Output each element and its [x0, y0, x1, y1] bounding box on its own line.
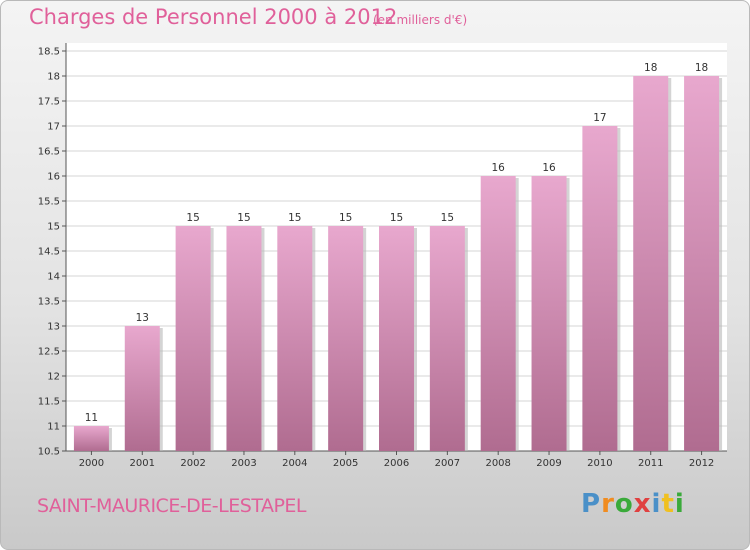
- y-tick-label: 17.5: [38, 97, 60, 108]
- bar: [684, 76, 720, 451]
- logo-letter: r: [601, 489, 615, 519]
- y-tick-label: 11.5: [38, 397, 60, 408]
- y-tick-label: 10.5: [38, 447, 60, 458]
- x-tick-label: 2002: [180, 458, 205, 469]
- data-label: 16: [492, 162, 506, 174]
- y-tick-label: 16.5: [38, 147, 60, 158]
- chart-unit: (en milliers d'€): [373, 13, 468, 27]
- data-labels: 11 13 15 15 15 15 15 15 16 16 17 18 18: [85, 62, 709, 424]
- x-tick-label: 2005: [333, 458, 358, 469]
- bar: [277, 226, 313, 451]
- bar: [175, 226, 211, 451]
- bar: [582, 126, 618, 451]
- y-tick-label: 12: [47, 372, 60, 383]
- data-label: 11: [85, 412, 98, 424]
- data-label: 17: [593, 112, 606, 124]
- data-label: 15: [237, 212, 250, 224]
- data-label: 15: [186, 212, 199, 224]
- x-tick-label: 2001: [130, 458, 155, 469]
- bar: [531, 176, 567, 451]
- bar: [429, 226, 465, 451]
- proxiti-logo[interactable]: Proxiti: [581, 489, 685, 519]
- logo-letter: i: [674, 489, 685, 519]
- data-label: 13: [136, 312, 149, 324]
- x-tick-label: 2004: [282, 458, 307, 469]
- bar: [226, 226, 262, 451]
- x-tick-label: 2007: [435, 458, 460, 469]
- x-tick-label: 2009: [536, 458, 561, 469]
- data-label: 15: [441, 212, 454, 224]
- y-tick-label: 18: [47, 72, 60, 83]
- x-tick-label: 2010: [587, 458, 612, 469]
- x-tick-label: 2006: [384, 458, 409, 469]
- x-tick-label: 2003: [231, 458, 256, 469]
- x-tick-label: 2008: [485, 458, 510, 469]
- y-tick-label: 14.5: [38, 247, 60, 258]
- logo-letter: P: [581, 489, 602, 519]
- data-label: 15: [390, 212, 403, 224]
- logo-letter: x: [633, 489, 652, 519]
- bar: [328, 226, 364, 451]
- bar: [73, 426, 109, 451]
- bar: [124, 326, 160, 451]
- data-label: 18: [695, 62, 708, 74]
- y-tick-label: 15.5: [38, 197, 60, 208]
- y-tick-label: 16: [47, 172, 60, 183]
- logo-letter: i: [651, 489, 662, 519]
- bar: [480, 176, 516, 451]
- bar: [379, 226, 414, 451]
- data-label: 15: [288, 212, 301, 224]
- y-tick-labels: 10.5 11 11.5 12 12.5 13 13.5 14 14.5 15 15.5 16 16.5…: [38, 47, 60, 458]
- data-label: 15: [339, 212, 352, 224]
- data-label: 18: [644, 62, 657, 74]
- commune-name: SAINT-MAURICE-DE-LESTAPEL: [37, 495, 307, 517]
- bar: [633, 76, 669, 451]
- y-tick-label: 15: [47, 222, 60, 233]
- logo-letter: t: [661, 489, 675, 519]
- data-label: 16: [542, 162, 556, 174]
- x-tick-labels: 2000 2001 2002 2003 2004 2005 2006 2007 2008 2009…: [79, 451, 714, 469]
- chart-title: Charges de Personnel 2000 à 2012: [29, 5, 398, 29]
- y-tick-label: 14: [47, 272, 60, 283]
- y-tick-label: 12.5: [38, 347, 60, 358]
- y-tick-label: 13.5: [38, 297, 60, 308]
- y-tick-label: 11: [47, 422, 60, 433]
- bars: [73, 76, 723, 451]
- x-tick-label: 2012: [689, 458, 714, 469]
- x-tick-label: 2011: [638, 458, 663, 469]
- y-tick-label: 18.5: [38, 47, 60, 58]
- y-tick-label: 17: [47, 122, 60, 133]
- logo-letter: o: [614, 489, 634, 519]
- x-tick-label: 2000: [79, 458, 104, 469]
- y-tick-label: 13: [47, 322, 60, 333]
